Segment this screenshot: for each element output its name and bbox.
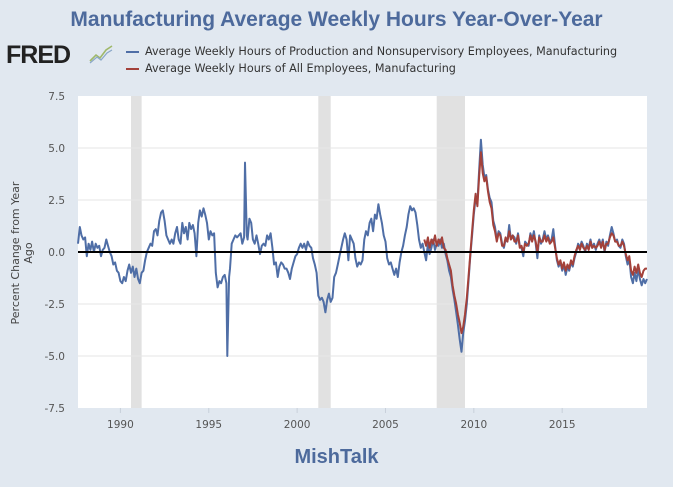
y-tick-label: 0.0 — [48, 247, 65, 259]
x-tick-label: 2010 — [460, 419, 487, 431]
y-tick-label: 5.0 — [48, 143, 65, 155]
chart-sparkline-icon — [89, 45, 113, 64]
y-tick-label: 7.5 — [48, 91, 65, 103]
legend-item-production: Average Weekly Hours of Production and N… — [126, 43, 617, 60]
series-line-all-employees — [423, 151, 647, 335]
fred-logo: FRED — [6, 41, 71, 69]
x-tick-label: 2005 — [372, 419, 399, 431]
legend-item-all-employees: Average Weekly Hours of All Employees, M… — [126, 60, 617, 77]
legend: Average Weekly Hours of Production and N… — [126, 43, 617, 77]
watermark: MishTalk — [294, 446, 379, 468]
y-tick-label: -2.5 — [45, 299, 66, 311]
x-tick-label: 2000 — [284, 419, 311, 431]
x-tick-label: 1990 — [107, 419, 134, 431]
legend-swatch-blue — [126, 50, 139, 53]
legend-label-production: Average Weekly Hours of Production and N… — [145, 45, 618, 58]
legend-label-all-employees: Average Weekly Hours of All Employees, M… — [145, 62, 456, 75]
x-tick-label: 2015 — [549, 419, 576, 431]
y-tick-label: -7.5 — [45, 403, 66, 415]
y-tick-label: -5.0 — [45, 351, 66, 363]
x-tick-label: 1995 — [195, 419, 222, 431]
legend-swatch-red — [126, 67, 139, 70]
y-tick-label: 2.5 — [48, 195, 65, 207]
chart-title: Manufacturing Average Weekly Hours Year-… — [70, 8, 603, 31]
